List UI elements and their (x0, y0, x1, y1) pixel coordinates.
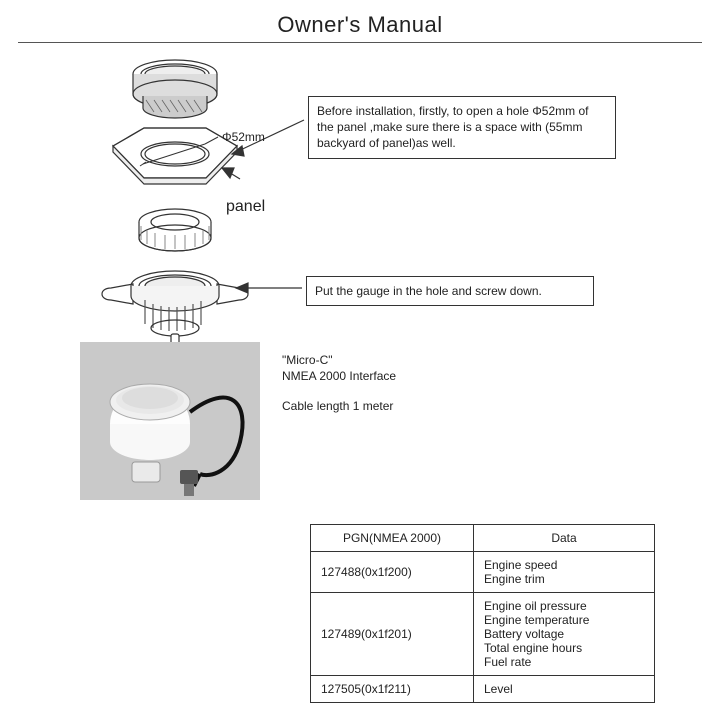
pgn-cell: 127488(0x1f200) (311, 552, 474, 593)
callout-installation: Before installation, firstly, to open a … (308, 96, 616, 159)
title-rule (18, 42, 702, 43)
callout-screwdown: Put the gauge in the hole and screw down… (306, 276, 594, 306)
col-pgn: PGN(NMEA 2000) (311, 525, 474, 552)
data-cell: Engine oil pressure Engine temperature B… (474, 593, 655, 676)
interface-line3: Cable length 1 meter (282, 398, 393, 415)
pgn-cell: 127505(0x1f211) (311, 676, 474, 703)
page-title: Owner's Manual (0, 12, 720, 38)
panel-label: panel (226, 198, 265, 216)
pgn-table: PGN(NMEA 2000) Data 127488(0x1f200) Engi… (310, 524, 655, 703)
interface-line2: NMEA 2000 Interface (282, 368, 396, 385)
table-row: 127489(0x1f201) Engine oil pressure Engi… (311, 593, 655, 676)
table-header-row: PGN(NMEA 2000) Data (311, 525, 655, 552)
data-cell: Level (474, 676, 655, 703)
dimension-label: Φ52mm (222, 130, 265, 144)
col-data: Data (474, 525, 655, 552)
table-row: 127505(0x1f211) Level (311, 676, 655, 703)
product-photo (80, 342, 260, 500)
pgn-cell: 127489(0x1f201) (311, 593, 474, 676)
interface-line1: "Micro-C" (282, 352, 333, 369)
table-row: 127488(0x1f200) Engine speed Engine trim (311, 552, 655, 593)
exploded-diagram (0, 44, 720, 384)
data-cell: Engine speed Engine trim (474, 552, 655, 593)
